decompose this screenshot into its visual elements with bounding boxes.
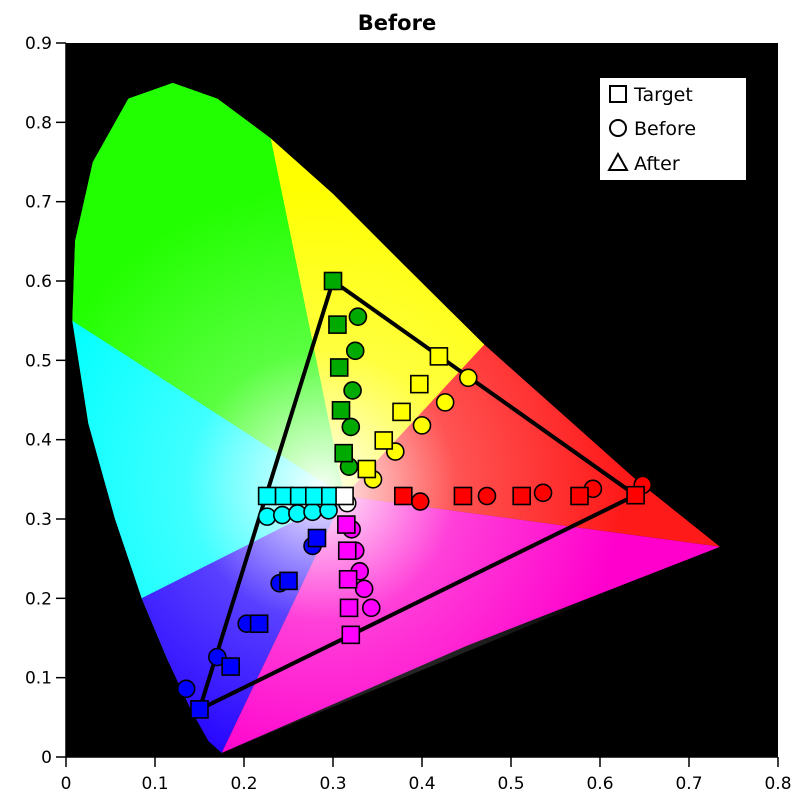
legend: Target Before After: [600, 78, 746, 180]
y-tick-label: 0.8: [25, 113, 52, 133]
target-point: [221, 657, 240, 676]
before-point: [348, 307, 368, 327]
target-point: [374, 431, 394, 450]
x-axis: 0 0.1 0.2 0.3 0.4 0.5 0.6 0.7 0.8: [61, 756, 792, 794]
legend-target-label: Target: [633, 84, 693, 106]
target-point: [335, 486, 354, 506]
y-tick-label: 0.7: [25, 193, 52, 213]
before-point: [341, 417, 361, 437]
legend-box: [600, 78, 746, 180]
target-point: [190, 700, 209, 719]
target-point: [279, 571, 298, 591]
target-point: [331, 401, 351, 420]
x-tick-label: 0.4: [408, 774, 435, 794]
before-point: [257, 507, 277, 526]
target-point: [429, 347, 449, 366]
before-point: [458, 368, 478, 388]
y-tick-label: 0.4: [25, 431, 52, 451]
x-tick-label: 0.5: [497, 774, 524, 794]
y-tick-label: 0.5: [25, 351, 52, 371]
before-point: [272, 505, 292, 525]
target-point: [329, 358, 349, 377]
y-tick-label: 0.3: [25, 510, 52, 530]
before-point: [412, 416, 432, 435]
before-point: [343, 381, 362, 400]
chart-title: Before: [358, 11, 436, 35]
target-point: [328, 315, 347, 334]
y-tick-label: 0.6: [25, 272, 52, 292]
legend-before-label: Before: [634, 118, 696, 140]
target-point: [341, 625, 361, 645]
target-point: [323, 271, 343, 291]
target-point: [357, 459, 377, 479]
y-tick-label: 0.9: [25, 34, 52, 54]
legend-square-icon: [609, 85, 627, 103]
legend-after-label: After: [634, 153, 680, 175]
x-tick-label: 0.6: [586, 774, 613, 794]
target-point: [570, 486, 589, 506]
data-marks: [176, 271, 653, 719]
x-tick-label: 0.7: [675, 774, 702, 794]
target-point: [249, 614, 269, 634]
y-tick-label: 0.2: [25, 589, 52, 609]
y-axis: 0 0.1 0.2 0.3 0.4 0.5 0.6 0.7 0.8 0.9: [25, 34, 67, 768]
target-point: [410, 374, 429, 394]
target-point: [392, 402, 411, 422]
before-point: [288, 504, 307, 523]
x-tick-label: 0.3: [319, 774, 346, 794]
target-point: [626, 485, 645, 505]
target-point: [334, 443, 353, 463]
x-tick-label: 0.1: [141, 774, 168, 794]
target-point: [512, 486, 531, 506]
target-point: [305, 486, 324, 506]
x-tick-label: 0: [61, 774, 72, 794]
target-point: [307, 528, 327, 548]
target-point: [337, 541, 357, 561]
before-point: [435, 393, 455, 412]
x-tick-label: 0.8: [764, 774, 791, 794]
before-point: [176, 679, 196, 699]
y-tick-label: 0: [41, 748, 52, 768]
target-point: [453, 486, 473, 506]
before-point: [345, 341, 365, 361]
target-point: [339, 598, 359, 618]
legend-triangle-icon: [607, 151, 629, 171]
target-point: [394, 486, 413, 506]
target-point: [257, 486, 277, 506]
target-point: [337, 515, 356, 534]
before-point: [354, 579, 374, 599]
x-tick-label: 0.2: [230, 774, 257, 794]
y-tick-label: 0.1: [25, 669, 52, 689]
before-point: [361, 598, 381, 618]
before-point: [477, 486, 497, 506]
target-point: [338, 569, 358, 589]
before-point: [303, 502, 322, 522]
legend-circle-icon: [609, 119, 627, 137]
before-point: [533, 483, 553, 503]
before-point: [410, 492, 430, 511]
